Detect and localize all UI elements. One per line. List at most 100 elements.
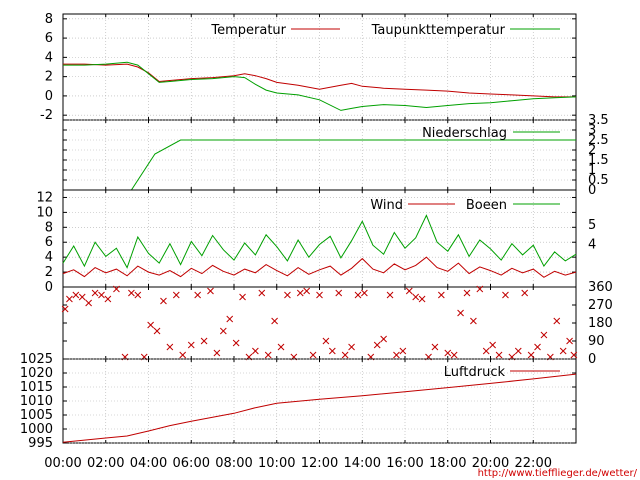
wind-direction-point [534,343,541,351]
wind-direction-marker-stroke [316,291,323,299]
wind-direction-marker-stroke [232,339,240,347]
wind-direction-point [431,343,439,351]
wind-direction-marker-stroke [405,287,413,295]
wind-direction-marker-stroke [98,291,105,299]
wind-tick-label: 2 [45,265,53,280]
precipitation-tick-label: 1.5 [588,153,609,168]
wind-direction-point [113,285,120,293]
wind-direction-marker-stroke [78,293,86,301]
x-tick-label: 02:00 [87,456,124,471]
wind-direction-point [450,351,458,359]
wind-direction-marker-stroke [153,327,161,335]
wind-direction-marker-stroke [258,289,266,297]
wind-direction-marker-stroke [521,289,529,297]
wind-direction-point [570,351,578,359]
wind-direction-point [219,327,227,335]
wind-tick-label: 12 [36,190,53,205]
wind-direction-point [61,305,69,313]
wind-direction-marker-stroke [380,335,387,343]
wind-direction-marker-stroke [200,337,208,345]
wind-direction-marker-stroke [559,347,567,355]
wind-bft-label: 5 [588,218,596,233]
wind-direction-marker-stroke [482,347,490,355]
wind-direction-marker-stroke [134,291,142,299]
wind-direction-point [514,347,522,355]
wind-direction-point [104,295,112,303]
wind-direction-marker-stroke [147,321,154,329]
wind-direction-marker-stroke [570,351,578,359]
wind-direction-point [160,297,167,305]
wind-direction-point [213,349,221,357]
wind-direction-point [405,287,413,295]
wind-direction-marker-stroke [179,351,187,359]
wind-direction-point [399,347,407,355]
wind-direction-marker-stroke [213,349,221,357]
wind-direction-point [361,289,368,297]
wind-direction-marker-stroke [172,291,180,299]
wind-direction-point [91,289,99,297]
wind-direction-marker-stroke [495,351,503,359]
wind-direction-marker-stroke [239,293,246,301]
precipitation-tick-label: 1 [588,163,596,178]
legend-label-taupunkttemperatur: Taupunkttemperatur [371,23,506,38]
temperature-ticks: -2 0 2 4 6 8 [40,12,577,123]
wind-direction-point [85,299,93,307]
precipitation-tick-label: 3.5 [588,113,609,128]
wind-direction-marker-stroke [194,291,202,299]
wind-direction-point [489,341,496,349]
wind-direction-point [393,351,400,359]
wind-direction-tick-label: 0 [588,352,596,367]
wind-direction-marker-stroke [412,293,420,301]
precipitation-ticks: 00.511.522.533.5 [62,113,609,198]
precipitation-tick-label: 2 [588,143,596,158]
wind-direction-point [354,291,362,299]
x-tick-label: 16:00 [386,456,423,471]
pressure-tick-label: 1005 [20,408,53,423]
x-tick-label: 18:00 [429,456,466,471]
wind-direction-point [172,291,180,299]
wind-direction-marker-stroke [91,289,99,297]
wind-tick-label: 4 [45,250,53,265]
wind-bft-label: 4 [588,237,596,252]
wind-direction-marker-stroke [61,305,69,313]
wind-direction-point [207,287,214,295]
wind-direction-point [386,291,394,299]
wind-direction-marker-stroke [463,289,471,297]
wind-direction-point [147,321,154,329]
x-tick-label: 10:00 [258,456,295,471]
wind-direction-marker-stroke [386,291,394,299]
wind-direction-marker-stroke [309,351,317,359]
wind-direction-point [373,341,381,349]
wind-direction-marker-stroke [72,291,80,299]
wind-direction-marker-stroke [444,349,452,357]
x-tick-label: 08:00 [215,456,252,471]
x-tick-label: 14:00 [344,456,381,471]
wind-direction-marker-stroke [226,315,234,323]
pressure-tick-label: 1020 [20,366,53,381]
wind-direction-point [348,343,355,351]
wind-direction-marker-stroke [328,347,336,355]
wind-direction-point [328,347,336,355]
legend-label-temperatur: Temperatur [210,23,286,38]
wind-direction-marker-stroke [373,341,381,349]
pressure-tick-label: 1000 [20,422,53,437]
wind-direction-point [98,291,105,299]
precipitation-tick-label: 0 [588,183,596,198]
wind-direction-marker-stroke [219,327,227,335]
wind-direction-point [322,337,330,345]
pressure-tick-label: 1015 [20,380,53,395]
temperature-tick-label: 6 [45,31,53,46]
wind-direction-point [194,291,202,299]
wind-direction-point [418,295,426,303]
wind-direction-point [316,291,323,299]
wind-tick-label: 0 [45,280,53,295]
wind-direction-point [476,285,484,293]
wind-direction-point [412,293,420,301]
wind-direction-marker-stroke [514,347,522,355]
wind-direction-marker-stroke [457,309,464,317]
wind-direction-point [437,291,445,299]
wind-direction-point [341,351,349,359]
x-tick-label: 04:00 [130,456,167,471]
wind-direction-marker-stroke [540,331,548,339]
